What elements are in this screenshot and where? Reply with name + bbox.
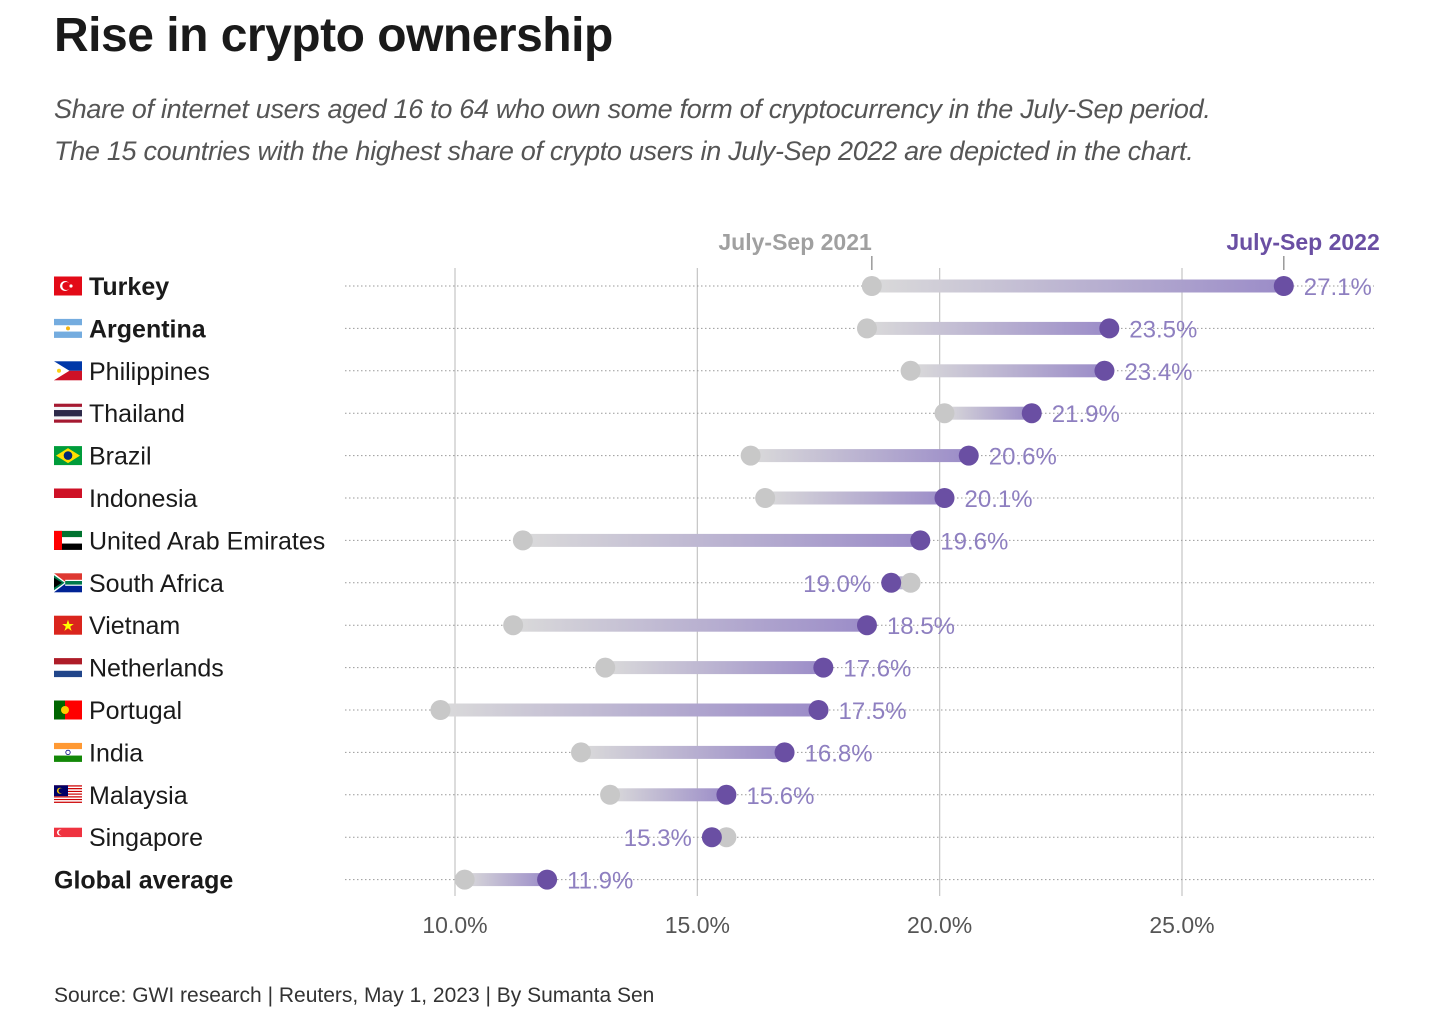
x-tick-label: 15.0% bbox=[665, 912, 730, 938]
dot-2022-global-average bbox=[537, 869, 558, 890]
value-label-united-arab-emirates: 19.6% bbox=[940, 528, 1008, 555]
netherlands-flag-icon bbox=[54, 658, 82, 678]
connector-bar-indonesia bbox=[765, 491, 945, 505]
value-label-thailand: 21.9% bbox=[1052, 401, 1120, 428]
dot-2021-turkey bbox=[861, 276, 882, 296]
connector-bar-argentina bbox=[866, 321, 1110, 335]
row-label-global-average: Global average bbox=[54, 867, 233, 895]
row-label-thailand: Thailand bbox=[89, 400, 185, 428]
dot-2022-united-arab-emirates bbox=[910, 530, 931, 551]
india-flag-icon bbox=[54, 742, 82, 762]
dot-2022-netherlands bbox=[813, 657, 834, 678]
row-label-portugal: Portugal bbox=[89, 697, 182, 725]
chart-subtitle-line-2: The 15 countries with the highest share … bbox=[54, 136, 1194, 166]
value-label-portugal: 17.5% bbox=[839, 698, 907, 725]
row-label-singapore: Singapore bbox=[89, 824, 203, 852]
thailand-flag-icon bbox=[54, 403, 82, 423]
dot-2021-philippines bbox=[900, 360, 921, 381]
argentina-flag-icon bbox=[54, 318, 82, 338]
portugal-flag-icon bbox=[54, 700, 82, 720]
connector-bar-portugal bbox=[440, 703, 819, 717]
dot-2021-global-average bbox=[454, 869, 475, 890]
dot-2022-indonesia bbox=[934, 488, 955, 508]
dot-2021-south-africa bbox=[900, 572, 921, 593]
x-tick-label: 20.0% bbox=[907, 912, 972, 938]
dot-2022-malaysia bbox=[716, 784, 737, 805]
value-label-netherlands: 17.6% bbox=[843, 656, 911, 683]
vietnam-flag-icon bbox=[54, 615, 82, 635]
connector-bar-global-average bbox=[464, 873, 548, 887]
singapore-flag-icon bbox=[54, 827, 82, 847]
dot-2022-portugal bbox=[808, 700, 829, 720]
x-tick-label: 25.0% bbox=[1149, 912, 1214, 938]
dot-2021-indonesia bbox=[755, 488, 776, 508]
dot-2021-malaysia bbox=[600, 784, 621, 805]
philippines-flag-icon bbox=[54, 361, 82, 381]
row-label-indonesia: Indonesia bbox=[89, 485, 198, 513]
dot-2022-brazil bbox=[958, 445, 979, 466]
value-label-brazil: 20.6% bbox=[989, 444, 1057, 471]
connector-bar-malaysia bbox=[610, 788, 727, 802]
row-label-netherlands: Netherlands bbox=[89, 655, 224, 683]
dot-2021-argentina bbox=[856, 318, 877, 339]
dot-2021-brazil bbox=[740, 445, 761, 466]
value-label-malaysia: 15.6% bbox=[746, 783, 814, 810]
dot-2022-philippines bbox=[1094, 360, 1115, 381]
dot-2022-turkey bbox=[1273, 276, 1294, 296]
row-label-united-arab-emirates: United Arab Emirates bbox=[89, 527, 325, 555]
dot-2022-argentina bbox=[1099, 318, 1120, 339]
dot-2021-vietnam bbox=[503, 615, 524, 636]
row-label-south-africa: South Africa bbox=[89, 570, 224, 598]
dot-2021-netherlands bbox=[595, 657, 616, 678]
malaysia-flag-icon bbox=[54, 785, 82, 805]
chart-subtitle-line-1: Share of internet users aged 16 to 64 wh… bbox=[54, 94, 1211, 124]
row-label-malaysia: Malaysia bbox=[89, 782, 188, 810]
dot-2022-thailand bbox=[1021, 403, 1042, 424]
legend-2022-label: July-Sep 2022 bbox=[1226, 229, 1379, 255]
value-label-indonesia: 20.1% bbox=[965, 486, 1033, 513]
value-label-turkey: 27.1% bbox=[1304, 274, 1372, 301]
connector-bar-india bbox=[581, 745, 785, 759]
row-label-philippines: Philippines bbox=[89, 358, 210, 386]
connector-bar-philippines bbox=[910, 364, 1105, 378]
indonesia-flag-icon bbox=[54, 488, 82, 508]
chart-title: Rise in crypto ownership bbox=[54, 9, 613, 62]
connector-bar-united-arab-emirates bbox=[522, 533, 921, 547]
row-label-brazil: Brazil bbox=[89, 443, 152, 471]
value-label-global-average: 11.9% bbox=[567, 868, 633, 895]
dot-2021-singapore bbox=[716, 827, 737, 848]
dot-2022-india bbox=[774, 742, 795, 763]
dot-2022-singapore bbox=[701, 827, 722, 848]
value-label-south-africa: 19.0% bbox=[803, 571, 871, 598]
connector-bar-vietnam bbox=[513, 618, 867, 632]
row-label-turkey: Turkey bbox=[89, 273, 169, 301]
value-label-india: 16.8% bbox=[805, 740, 873, 767]
source-credit: Source: GWI research | Reuters, May 1, 2… bbox=[54, 984, 655, 1007]
dot-2022-vietnam bbox=[856, 615, 877, 636]
value-label-philippines: 23.4% bbox=[1124, 359, 1192, 386]
dot-2021-india bbox=[571, 742, 592, 763]
dot-2022-south-africa bbox=[881, 572, 902, 593]
value-label-argentina: 23.5% bbox=[1129, 316, 1197, 343]
dot-2021-portugal bbox=[430, 700, 451, 720]
south-africa-flag-icon bbox=[54, 573, 82, 593]
value-label-singapore: 15.3% bbox=[624, 825, 692, 852]
legend-2021-label: July-Sep 2021 bbox=[718, 229, 872, 255]
value-label-vietnam: 18.5% bbox=[887, 613, 955, 640]
dot-2021-thailand bbox=[934, 403, 955, 424]
x-tick-label: 10.0% bbox=[422, 912, 487, 938]
row-label-vietnam: Vietnam bbox=[89, 612, 180, 640]
brazil-flag-icon bbox=[54, 446, 82, 466]
connector-bar-netherlands bbox=[605, 661, 824, 675]
row-label-india: India bbox=[89, 739, 143, 767]
connector-bar-thailand bbox=[944, 406, 1032, 420]
connector-bar-brazil bbox=[750, 449, 969, 463]
connector-bar-turkey bbox=[871, 279, 1284, 293]
row-label-argentina: Argentina bbox=[89, 315, 207, 343]
uae-flag-icon bbox=[54, 530, 82, 550]
turkey-flag-icon bbox=[54, 276, 82, 296]
dot-2021-united-arab-emirates bbox=[512, 530, 533, 551]
